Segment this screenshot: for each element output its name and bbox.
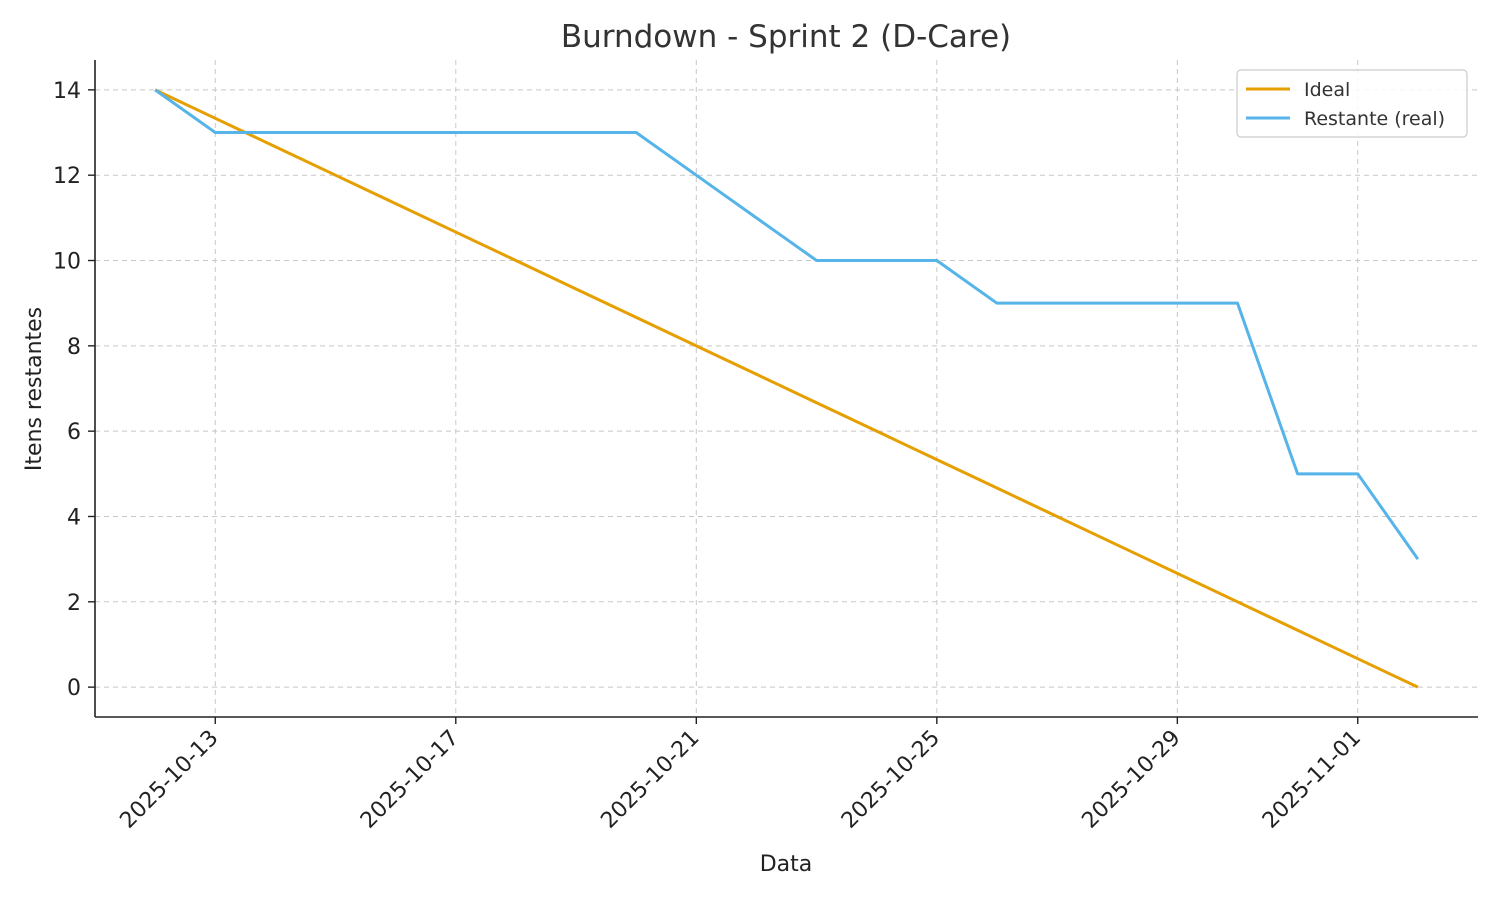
- x-axis-label: Data: [760, 852, 813, 877]
- legend-label-ideal: Ideal: [1304, 79, 1350, 101]
- chart-title: Burndown - Sprint 2 (D-Care): [561, 19, 1011, 55]
- y-tick-label-6: 6: [67, 420, 81, 445]
- x-tick-label-2025-11-01: 2025-11-01: [1258, 726, 1366, 834]
- x-tick-label-2025-10-25: 2025-10-25: [837, 726, 945, 834]
- legend: Ideal Restante (real): [1236, 69, 1468, 138]
- x-tick-label-2025-10-17: 2025-10-17: [356, 726, 464, 834]
- series-line-restante-real: [154, 88, 1420, 561]
- y-tick-label-4: 4: [67, 505, 81, 530]
- series-line-ideal: [154, 88, 1419, 689]
- y-tick-label-0: 0: [67, 676, 81, 701]
- y-tick-label-12: 12: [53, 164, 81, 189]
- legend-label-restante: Restante (real): [1304, 108, 1445, 130]
- x-tick-label-2025-10-13: 2025-10-13: [115, 726, 223, 834]
- series-lines: [154, 88, 1420, 689]
- x-tick-label-2025-10-21: 2025-10-21: [596, 726, 704, 834]
- y-tick-label-2: 2: [67, 591, 81, 616]
- y-tick-label-14: 14: [53, 79, 81, 104]
- x-tick-label-2025-10-29: 2025-10-29: [1078, 726, 1186, 834]
- y-tick-label-10: 10: [53, 250, 81, 275]
- axis-ticks: 0 2 4 6 8 10 12 14 2025-10-13 2025-10-17 2025-10-2…: [53, 79, 1366, 834]
- y-axis-label: Itens restantes: [22, 307, 47, 471]
- legend-box: [1236, 69, 1468, 138]
- y-tick-label-8: 8: [67, 335, 81, 360]
